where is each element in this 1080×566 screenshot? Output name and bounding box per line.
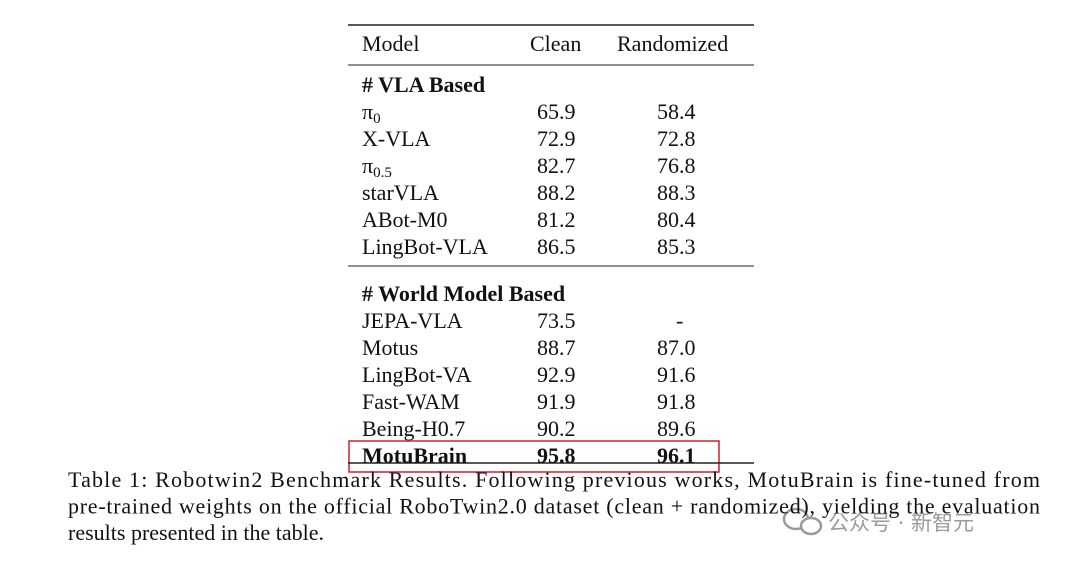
model-name: Fast-WAM (362, 389, 460, 414)
clean-score: 92.9 (537, 362, 576, 387)
model-name-text: starVLA (362, 180, 439, 205)
model-name: Motus (362, 335, 418, 360)
randomized-score: 91.6 (657, 362, 696, 387)
clean-score: 88.2 (537, 180, 576, 205)
clean-score: 88.7 (537, 335, 576, 360)
model-name: π0.5 (362, 153, 392, 181)
clean-score: 73.5 (537, 308, 576, 333)
model-name-text: X-VLA (362, 126, 431, 151)
model-subscript: 0.5 (373, 165, 392, 181)
column-header: Clean (530, 31, 581, 56)
clean-score: 91.9 (537, 389, 576, 414)
randomized-score: 91.8 (657, 389, 696, 414)
watermark: 公众号 · 新智元 (782, 507, 974, 536)
section-title: # VLA Based (362, 72, 485, 97)
model-name: starVLA (362, 180, 439, 205)
model-name: LingBot-VA (362, 362, 472, 387)
model-name: X-VLA (362, 126, 431, 151)
randomized-score: 72.8 (657, 126, 696, 151)
model-name: ABot-M0 (362, 207, 448, 232)
randomized-score: 80.4 (657, 207, 696, 232)
model-subscript: 0 (373, 111, 381, 127)
clean-score: 95.8 (537, 443, 576, 468)
caption-line: results presented in the table. (68, 520, 324, 545)
section-title: # World Model Based (362, 281, 565, 306)
model-name-text: ABot-M0 (362, 207, 448, 232)
highlight-box (348, 440, 720, 473)
model-name-text: MotuBrain (362, 443, 467, 468)
model-name-text: Fast-WAM (362, 389, 460, 414)
model-name: Being-H0.7 (362, 416, 465, 441)
randomized-score: 87.0 (657, 335, 696, 360)
model-name: MotuBrain (362, 443, 467, 468)
column-header: Randomized (617, 31, 728, 56)
clean-score: 90.2 (537, 416, 576, 441)
randomized-score: 76.8 (657, 153, 696, 178)
caption-line: pre-trained weights on the official Robo… (68, 494, 1040, 519)
model-name-text: Being-H0.7 (362, 416, 465, 441)
randomized-score: 58.4 (657, 99, 696, 124)
randomized-score: - (676, 308, 683, 333)
model-name: JEPA-VLA (362, 308, 463, 333)
clean-score: 82.7 (537, 153, 576, 178)
watermark-icon (799, 516, 823, 536)
column-header: Model (362, 31, 419, 56)
randomized-score: 88.3 (657, 180, 696, 205)
randomized-score: 89.6 (657, 416, 696, 441)
model-name-text: LingBot-VLA (362, 234, 488, 259)
model-name-text: LingBot-VA (362, 362, 472, 387)
clean-score: 72.9 (537, 126, 576, 151)
model-name: π0 (362, 99, 381, 127)
caption-line: Table 1: Robotwin2 Benchmark Results. Fo… (68, 467, 1040, 492)
clean-score: 81.2 (537, 207, 576, 232)
model-name-text: π (362, 99, 373, 124)
clean-score: 86.5 (537, 234, 576, 259)
randomized-score: 85.3 (657, 234, 696, 259)
model-name-text: JEPA-VLA (362, 308, 463, 333)
randomized-score: 96.1 (657, 443, 696, 468)
model-name-text: π (362, 153, 373, 178)
model-name: LingBot-VLA (362, 234, 488, 259)
clean-score: 65.9 (537, 99, 576, 124)
model-name-text: Motus (362, 335, 418, 360)
watermark-text: 公众号 · 新智元 (828, 511, 974, 535)
